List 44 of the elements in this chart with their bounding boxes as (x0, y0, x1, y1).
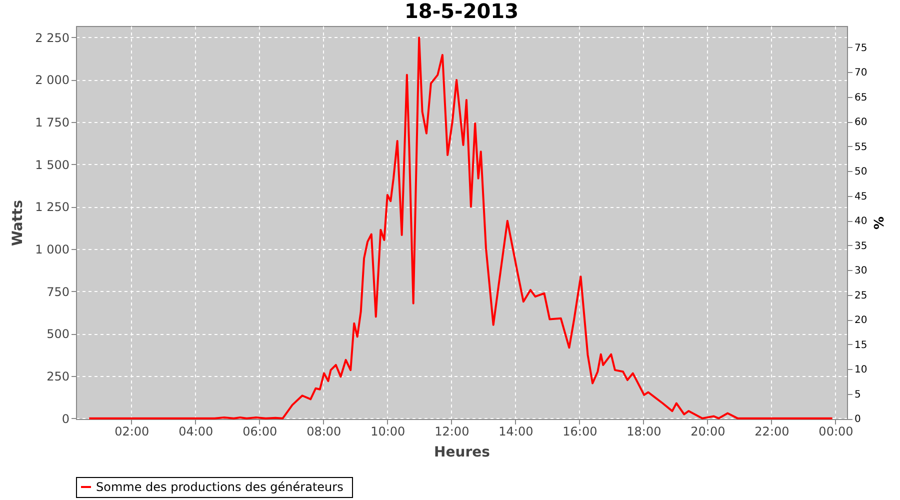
x-tick-label: 20:00 (690, 424, 726, 438)
y-tick-label: 500 (46, 327, 70, 342)
y2-tick-label: 10 (854, 364, 868, 376)
legend-label: Somme des productions des générateurs (96, 480, 344, 494)
y2-tick-label: 20 (854, 315, 868, 326)
y-tick-label: 750 (46, 284, 70, 299)
x-tick-label: 04:00 (178, 424, 214, 438)
y-tick-label: 1 500 (35, 158, 70, 172)
y2-tick-label: 75 (854, 42, 868, 54)
y-tick-label: 1 250 (35, 200, 70, 214)
y2-tick-label: 5 (854, 389, 861, 400)
y2-tick-label: 50 (854, 166, 868, 178)
y2-tick-label: 40 (854, 216, 868, 228)
x-tick-label: 22:00 (754, 424, 790, 438)
x-tick-label: 02:00 (114, 424, 150, 438)
y2-tick-label: 0 (854, 414, 861, 426)
y2-tick-label: 35 (854, 240, 868, 252)
y2-tick-label: 30 (854, 266, 868, 277)
x-tick-label: 00:00 (818, 424, 854, 438)
y-tick-label: 2 250 (35, 30, 70, 45)
y-tick-label: 250 (46, 369, 70, 384)
y2-tick-label: 60 (854, 117, 868, 128)
y2-axis-title: % (870, 216, 886, 230)
line-series (88, 36, 834, 420)
y-axis-title: Watts (10, 200, 26, 246)
y-tick-label: 1 750 (35, 116, 70, 130)
y2-tick-label: 45 (854, 191, 868, 202)
x-tick-label: 14:00 (498, 424, 534, 438)
y2-tick-label: 55 (854, 142, 868, 153)
y-tick-label: 1 000 (35, 242, 70, 256)
x-tick-label: 18:00 (626, 424, 662, 438)
x-tick-label: 16:00 (562, 424, 598, 438)
x-axis-title: Heures (434, 444, 490, 460)
y2-tick-label: 25 (854, 290, 868, 302)
y-tick-label: 0 (62, 412, 70, 426)
y2-tick-label: 65 (854, 92, 868, 104)
x-tick-label: 06:00 (242, 424, 278, 438)
y-tick-label: 2 000 (35, 73, 70, 88)
y2-tick-label: 15 (854, 340, 868, 351)
chart-title: 18-5-2013 (404, 0, 519, 23)
x-tick-label: 08:00 (306, 424, 342, 438)
x-tick-label: 10:00 (370, 424, 406, 438)
y2-tick-label: 70 (854, 68, 868, 79)
x-tick-label: 12:00 (434, 424, 470, 438)
